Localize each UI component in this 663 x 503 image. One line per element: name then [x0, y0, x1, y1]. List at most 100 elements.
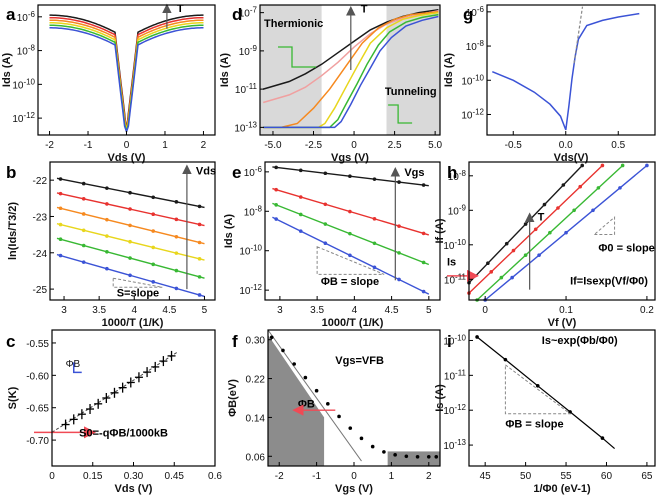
y-tick-label-c: -0.60 — [26, 371, 49, 382]
data-point — [596, 186, 601, 190]
band-diagram-icon — [72, 362, 82, 374]
x-tick-label-d: -5.0 — [264, 140, 282, 151]
annotation-thermionic: Thermionic — [264, 18, 323, 30]
x-tick-label-b: 4.5 — [162, 305, 176, 316]
data-point — [105, 217, 109, 222]
data-point — [128, 190, 132, 195]
band-diagram-icon — [278, 46, 316, 68]
data-point — [499, 275, 504, 280]
data-point — [58, 237, 63, 242]
panel-label-h: h — [447, 163, 457, 182]
y-axis-label-e: Ids (A) — [223, 214, 235, 249]
data-point — [298, 229, 303, 233]
data-point — [274, 203, 278, 207]
y-tick-label-i: 10-12 — [443, 403, 466, 417]
data-point — [434, 454, 439, 459]
y-tick-label-g: 10-6 — [466, 5, 485, 19]
data-point — [326, 402, 330, 406]
data-point — [298, 212, 303, 217]
series-line-yellow — [49, 21, 204, 132]
data-point — [568, 410, 572, 414]
data-point — [486, 261, 490, 266]
data-point — [81, 243, 86, 248]
x-axis-label-g: Vds(V) — [554, 152, 589, 164]
data-point — [535, 383, 540, 388]
series-line-green — [263, 13, 439, 129]
x-tick-label-c: 0.45 — [165, 471, 185, 482]
series-line-is — [476, 336, 615, 450]
y-tick-label-f: 0.06 — [246, 452, 266, 463]
data-point — [323, 202, 328, 207]
data-point — [58, 177, 63, 181]
band-diagram-icon — [388, 104, 413, 124]
x-axis-label-d: Vgs (V) — [331, 152, 369, 164]
y-tick-label-h: 10-10 — [443, 238, 466, 252]
x-tick-label-g: 0.5 — [611, 140, 625, 151]
data-point — [105, 234, 109, 238]
y-axis-label-h: If (A) — [434, 218, 446, 243]
annotation-vgs: Vgs — [404, 167, 424, 179]
asymptote-line — [573, 6, 584, 64]
x-tick-label-i: 55 — [560, 471, 572, 482]
data-point — [600, 436, 605, 440]
data-point — [561, 183, 566, 187]
x-axis-label-f: Vgs (V) — [335, 483, 373, 495]
data-point — [580, 163, 585, 168]
data-point — [645, 163, 649, 168]
data-point — [197, 293, 202, 297]
series-line-pink — [262, 9, 439, 104]
annotation-is: Is — [447, 257, 456, 269]
data-point — [397, 251, 401, 255]
data-point — [523, 253, 528, 257]
x-tick-label-f: 0 — [351, 471, 357, 482]
data-point — [197, 204, 202, 209]
data-point — [151, 245, 156, 250]
y-tick-label-b: -24 — [33, 249, 48, 260]
x-tick-label-e: 3 — [277, 305, 283, 316]
x-tick-label-b: 5 — [202, 305, 208, 316]
annotation-vfb: Vgs=VFB — [335, 355, 384, 367]
data-point — [415, 454, 420, 459]
x-tick-label-b: 3.5 — [92, 305, 106, 316]
data-point — [372, 177, 377, 181]
data-point — [58, 222, 63, 227]
series-line-orange — [263, 10, 439, 129]
data-point — [105, 202, 109, 206]
y-tick-label-f: 0.14 — [246, 413, 266, 424]
data-point — [105, 186, 109, 190]
slope-triangle — [592, 216, 616, 235]
data-point — [523, 222, 528, 226]
y-tick-label-f: 0.30 — [246, 336, 266, 347]
panel-label-d: d — [232, 5, 242, 24]
series-line-blue — [263, 15, 439, 129]
data-point — [421, 183, 426, 187]
annotation-T: T — [361, 4, 368, 16]
y-tick-label-a: 10-10 — [12, 77, 35, 91]
x-axis-label-c: Vds (V) — [115, 483, 153, 495]
data-point — [81, 228, 86, 233]
annotation-phi0: Φ0 = slope — [598, 243, 654, 255]
data-point — [174, 251, 179, 255]
data-point — [128, 256, 132, 260]
y-tick-label-f: 0.22 — [246, 375, 266, 386]
x-tick-label-d: 5.0 — [428, 140, 442, 151]
x-tick-label-a: 2 — [201, 140, 207, 151]
plot-frame-c — [51, 329, 216, 467]
y-tick-label-a: 10-8 — [17, 44, 36, 58]
x-tick-label-f: 2 — [426, 471, 432, 482]
data-point — [620, 163, 625, 168]
shaded-region — [268, 334, 325, 466]
data-point — [421, 260, 426, 265]
x-tick-label-e: 4.5 — [385, 305, 399, 316]
y-tick-label-h: 10-8 — [448, 169, 467, 183]
x-tick-label-b: 4 — [131, 305, 137, 316]
data-point — [274, 217, 278, 221]
data-point — [370, 444, 375, 449]
plot-frame-i — [468, 329, 656, 467]
data-point — [393, 453, 397, 457]
data-point — [197, 222, 202, 227]
x-tick-label-c: 0.6 — [208, 471, 222, 482]
y-tick-label-d: 10-11 — [235, 82, 258, 96]
y-tick-label-h: 10-9 — [448, 203, 467, 217]
y-tick-label-i: 10-11 — [444, 368, 467, 382]
